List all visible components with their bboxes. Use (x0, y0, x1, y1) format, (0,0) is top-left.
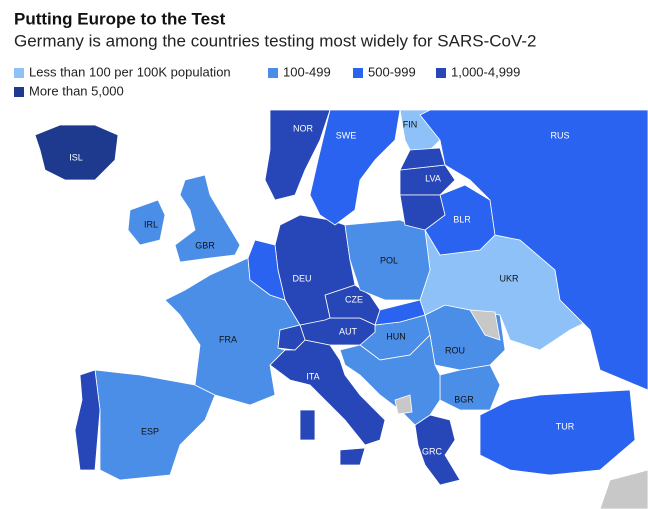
country-label: HUN (386, 331, 406, 341)
legend-swatch (436, 68, 446, 78)
country-label: TUR (556, 421, 575, 431)
portugal (74, 369, 101, 471)
country-label: AUT (339, 326, 358, 336)
country-label: BGR (454, 394, 474, 404)
country-label: NOR (293, 123, 314, 133)
country (479, 389, 636, 476)
legend-swatch (14, 87, 24, 97)
legend-swatch (268, 68, 278, 78)
switzerland (277, 324, 306, 351)
country-label: LVA (425, 173, 441, 183)
country-label: FIN (403, 119, 418, 129)
country-label: POL (380, 255, 398, 265)
legend-label: Less than 100 per 100K population (29, 64, 231, 79)
no-data (469, 309, 501, 341)
slovakia (374, 299, 426, 326)
country (309, 109, 401, 226)
country (127, 199, 166, 246)
country-label: DEU (292, 273, 311, 283)
country (419, 109, 648, 391)
country-label: GBR (195, 240, 215, 250)
country (414, 414, 461, 486)
no-data (599, 469, 648, 509)
lithuania (399, 194, 446, 231)
country-label: RUS (550, 130, 569, 140)
balkans (339, 334, 441, 426)
legend-label: 500-999 (368, 64, 416, 79)
country-label: BLR (453, 214, 471, 224)
title: Putting Europe to the Test (14, 9, 226, 28)
country-label: UKR (499, 273, 519, 283)
no-data (394, 394, 413, 415)
benelux (247, 239, 286, 301)
country-label: GRC (422, 446, 443, 456)
country-label: ESP (141, 426, 159, 436)
legend-label: More than 5,000 (29, 83, 124, 98)
country-label: ITA (306, 371, 319, 381)
country-label: ISL (69, 152, 83, 162)
country-label: IRL (144, 219, 158, 229)
estonia (399, 147, 446, 171)
country-label: ROU (445, 345, 465, 355)
sardinia (299, 409, 316, 441)
country (94, 369, 216, 481)
subtitle: Germany is among the countries testing m… (14, 31, 537, 50)
country (34, 124, 119, 181)
country-label: FRA (219, 334, 237, 344)
sicily (339, 447, 366, 466)
legend-swatch (14, 68, 24, 78)
legend-label: 100-499 (283, 64, 331, 79)
land (34, 109, 648, 509)
country (264, 109, 331, 201)
legend-label: 1,000-4,999 (451, 64, 520, 79)
country (174, 174, 241, 263)
country-label: SWE (336, 130, 357, 140)
legend-swatch (353, 68, 363, 78)
country-label: CZE (345, 294, 363, 304)
